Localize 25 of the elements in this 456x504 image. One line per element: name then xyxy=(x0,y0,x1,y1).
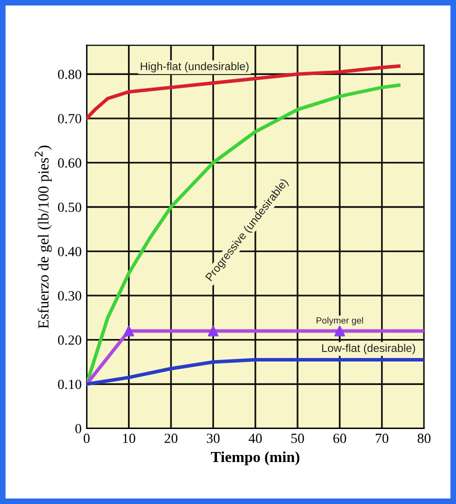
series-label: High-flat (undesirable) xyxy=(140,62,249,72)
y-tick-label: 0.80 xyxy=(58,70,82,80)
y-tick-label: 0.60 xyxy=(58,158,82,168)
x-tick-label: 20 xyxy=(164,434,178,444)
series-label: Polymer gel xyxy=(316,317,363,326)
line-series xyxy=(86,64,401,120)
y-tick-label: 0.30 xyxy=(58,291,82,301)
x-tick-label: 30 xyxy=(206,434,220,444)
series-label: Low-flat (desirable) xyxy=(322,344,416,354)
line-series xyxy=(86,358,424,386)
y-axis-title: Esfuerzo de gel (lb/100 pies$^{2}$) xyxy=(34,146,52,328)
y-tick-label: 0.20 xyxy=(58,335,82,345)
x-tick-label: 40 xyxy=(248,434,262,444)
x-tick-label: 70 xyxy=(376,434,388,444)
x-tick-label: 0 xyxy=(84,434,90,444)
y-tick-label: 0.50 xyxy=(58,202,82,212)
y-tick-label: 0.10 xyxy=(58,380,82,390)
y-tick-label: 0 xyxy=(75,424,82,434)
x-tick-label: 60 xyxy=(333,434,346,444)
x-tick-label: 10 xyxy=(123,434,136,444)
x-tick-label: 50 xyxy=(291,434,304,444)
x-axis-title: Tiempo (min) xyxy=(210,451,300,466)
y-tick-label: 0.40 xyxy=(58,246,82,256)
y-tick-label: 0.70 xyxy=(58,114,82,124)
x-tick-label: 80 xyxy=(418,434,430,444)
